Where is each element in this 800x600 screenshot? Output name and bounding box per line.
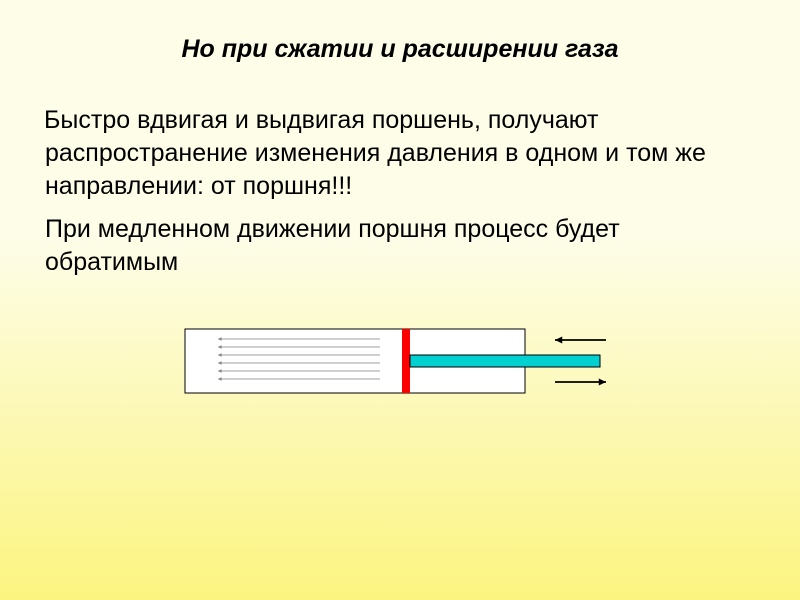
paragraph-2: При медленном движении поршня процесс бу… [45, 213, 755, 279]
slide-title: Но при сжатии и расширении газа [45, 35, 755, 64]
piston-diagram-svg [170, 311, 630, 411]
paragraph-1: Быстро вдвигая и выдвигая поршень, получ… [45, 104, 755, 203]
piston-diagram [45, 311, 755, 411]
